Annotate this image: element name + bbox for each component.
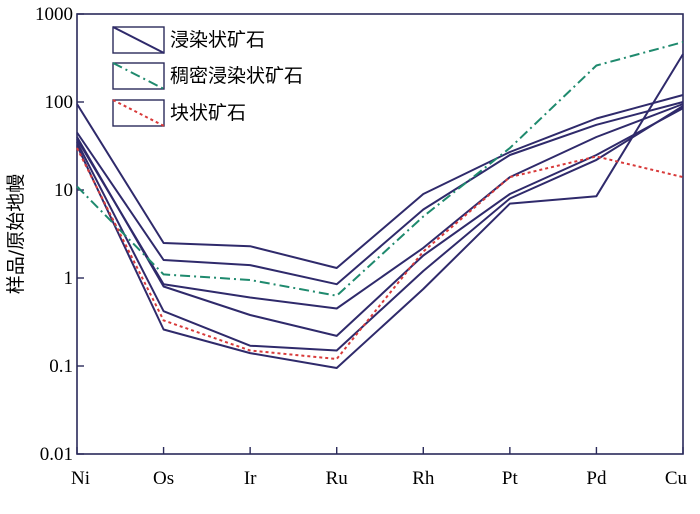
legend-label-2: 块状矿石 xyxy=(170,102,246,124)
y-tick-label: 0.1 xyxy=(49,356,73,377)
x-tick-label: Cu xyxy=(665,468,688,489)
series-line-1 xyxy=(76,101,684,286)
x-tick-label: Ru xyxy=(326,468,349,489)
x-tick-label: Os xyxy=(153,468,174,489)
series-line-0 xyxy=(76,94,684,269)
y-axis-ticks: 0.01 0.1 1 10 100 1000 xyxy=(35,4,84,465)
legend-swatch-1 xyxy=(112,62,165,90)
legend-line-0 xyxy=(112,26,165,54)
y-tick-label: 0.01 xyxy=(40,444,73,465)
legend-line-2 xyxy=(112,99,165,127)
plot-frame xyxy=(76,13,684,455)
legend: 浸染状矿石 稠密浸染状矿石 块状矿石 xyxy=(112,26,303,127)
legend-line-1 xyxy=(112,62,165,90)
series-line-6 xyxy=(76,41,684,297)
legend-label-1: 稠密浸染状矿石 xyxy=(170,65,303,87)
x-tick-label: Pd xyxy=(586,468,607,489)
y-tick-label: 10 xyxy=(54,180,73,201)
y-tick-label: 100 xyxy=(45,92,74,113)
legend-label-0: 浸染状矿石 xyxy=(170,29,265,51)
x-tick-label: Ni xyxy=(71,468,90,489)
x-axis-ticks: Ni Os Ir Ru Rh Pt Pd Cu xyxy=(71,447,687,489)
series-line-7 xyxy=(76,147,684,360)
series-lines xyxy=(76,41,684,369)
x-tick-label: Rh xyxy=(412,468,435,489)
series-line-3 xyxy=(76,107,684,337)
legend-swatch-0 xyxy=(112,26,165,54)
y-axis-label: 样品/原始地幔 xyxy=(5,174,27,294)
series-line-5 xyxy=(76,53,684,369)
y-tick-label: 1000 xyxy=(35,4,73,25)
series-line-2 xyxy=(76,103,684,310)
legend-swatch-2 xyxy=(112,99,165,127)
series-line-4 xyxy=(76,105,684,352)
x-tick-label: Ir xyxy=(244,468,257,489)
x-tick-label: Pt xyxy=(502,468,519,489)
y-tick-label: 1 xyxy=(64,268,74,289)
